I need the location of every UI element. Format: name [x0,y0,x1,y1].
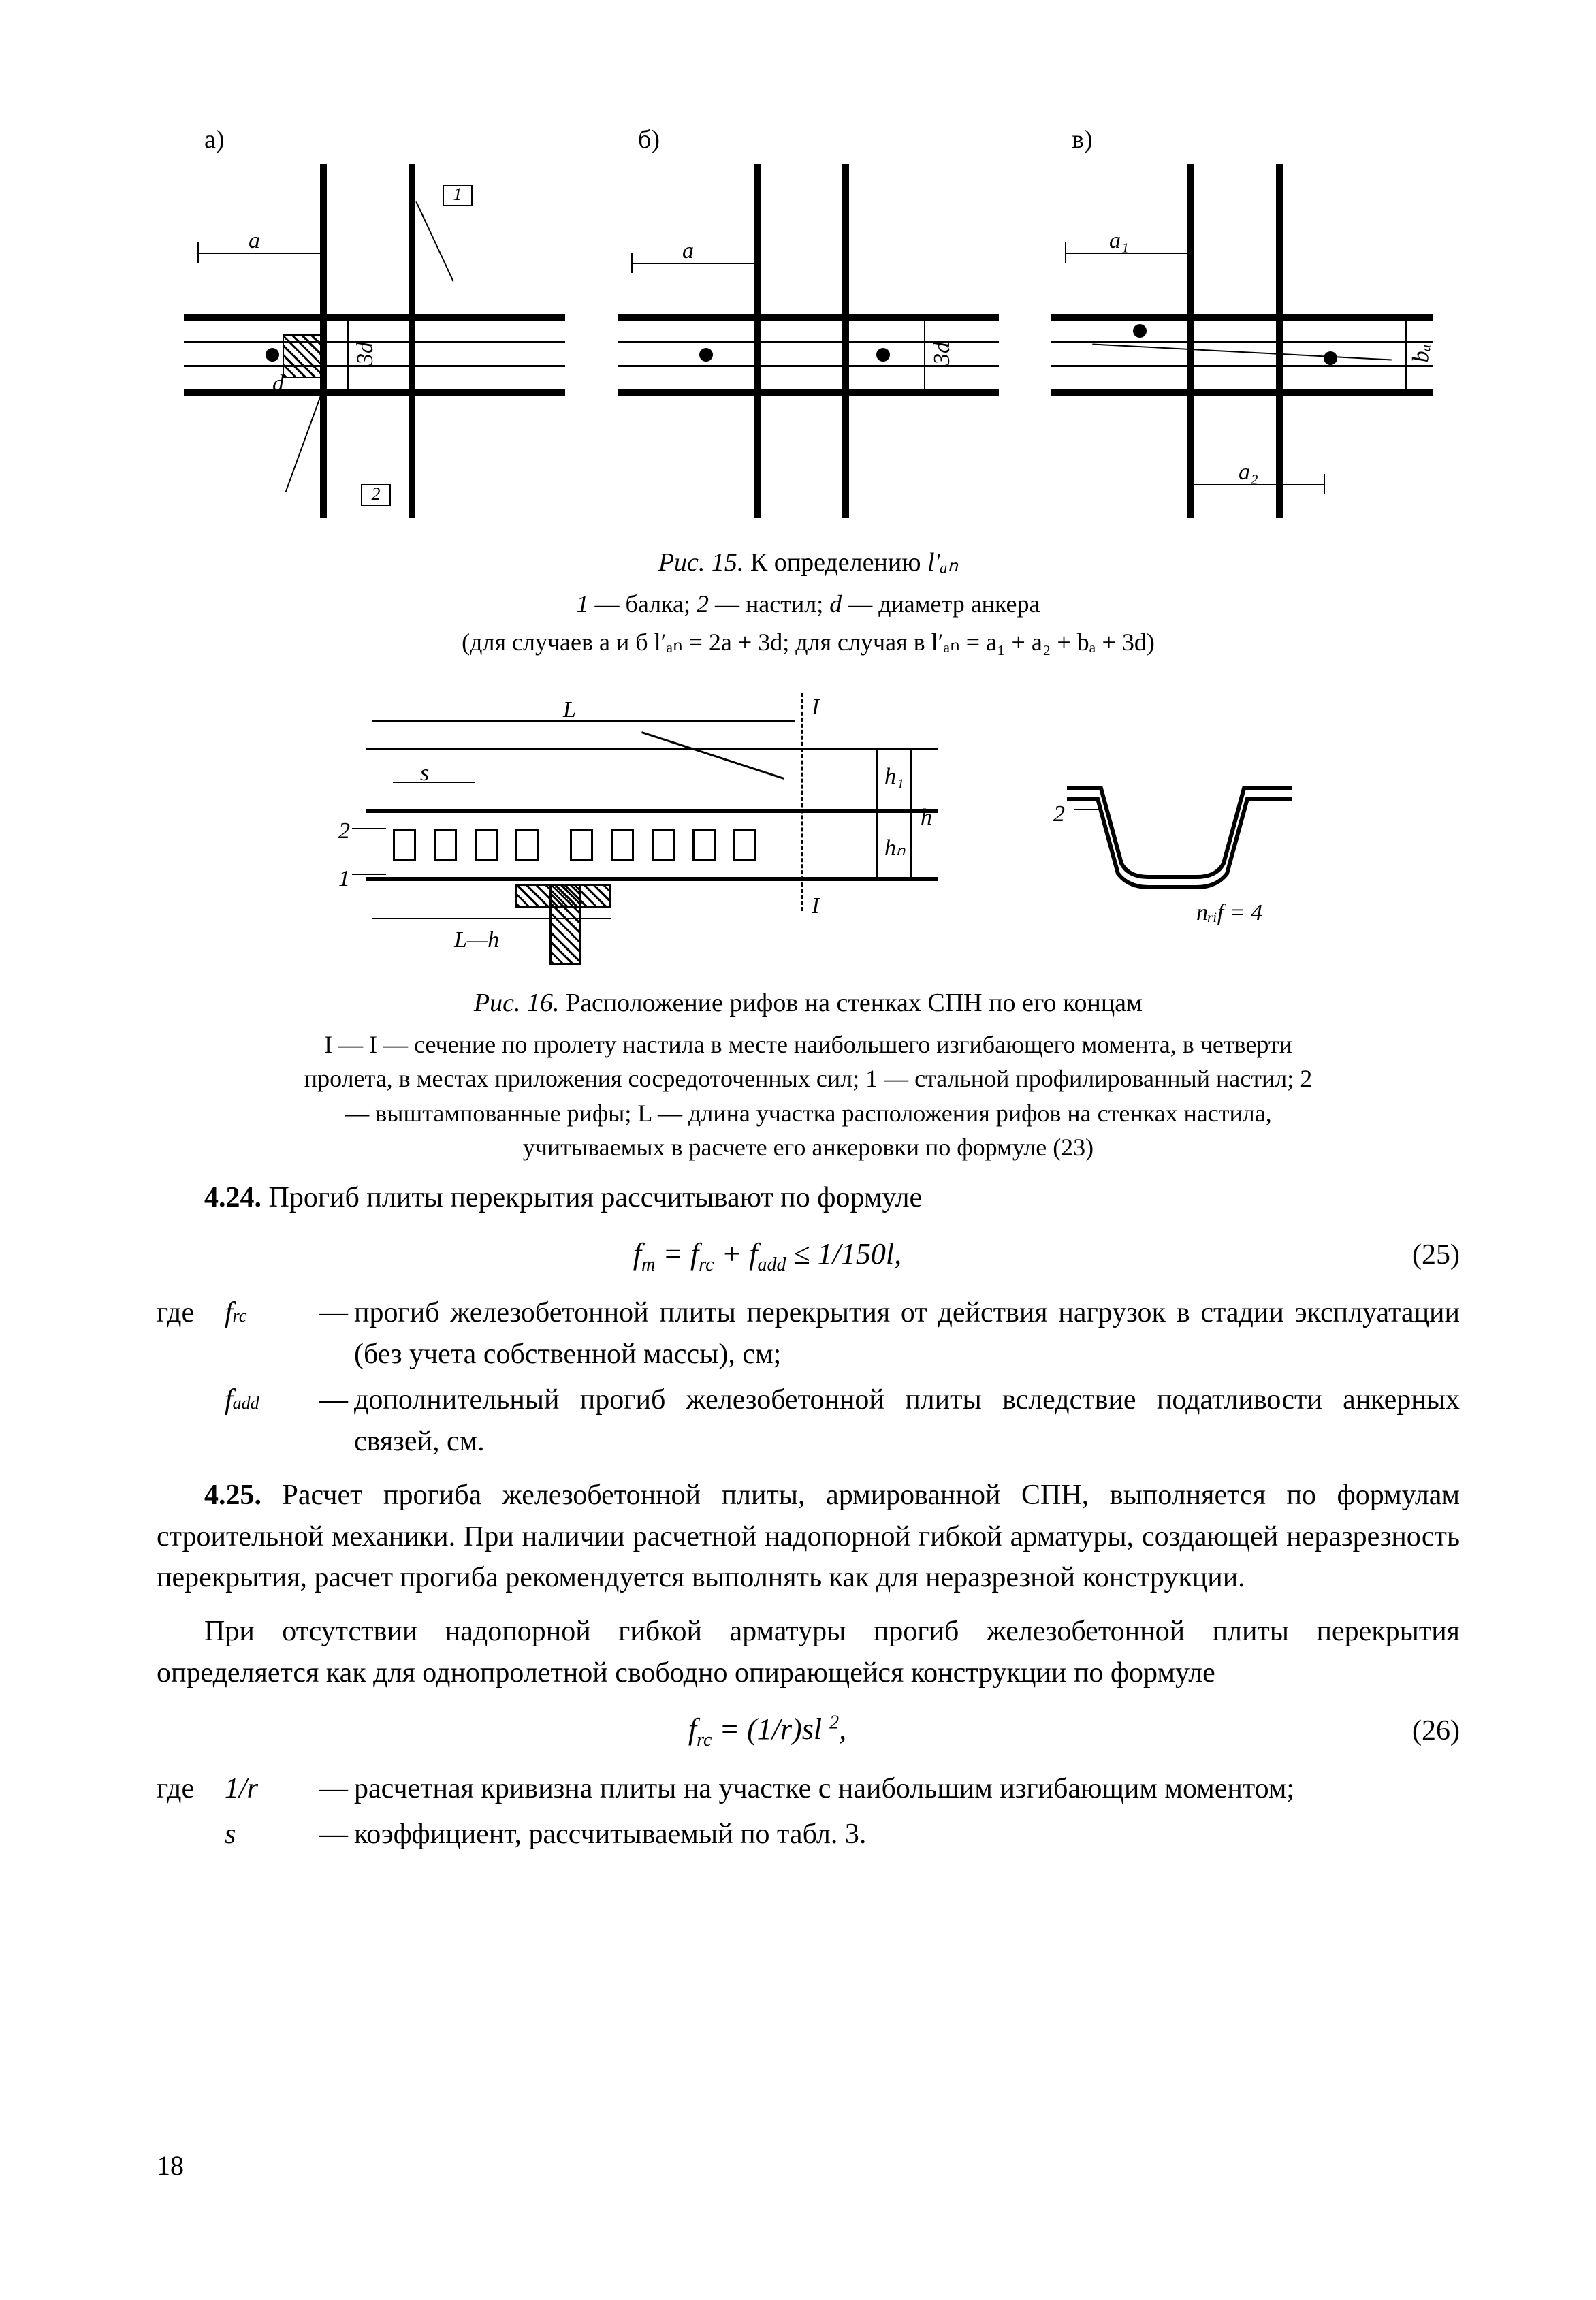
fig16-left: L I I s [311,707,978,965]
fig16-caption-body: I — I — сечение по пролету настила в мес… [298,1027,1319,1165]
fig16-caption-prefix: Рис. 16. [474,989,560,1017]
fig15-schematic-a: 1 2 a d 3d [184,164,565,518]
sym-1r: 1/r [225,1768,313,1810]
fig16-two-right: 2 [1053,799,1065,830]
fig16-caption-title: Рис. 16. Расположение рифов на стенках С… [229,986,1387,1021]
text-424: Прогиб плиты перекрытия рассчитывают по … [261,1182,922,1213]
para-424: 4.24. Прогиб плиты перекрытия рассчитыва… [157,1177,1460,1219]
sym-frc: frc [225,1292,313,1375]
defs-424: где frc — прогиб железобетонной плиты пе… [157,1292,1460,1463]
def-1r: расчетная кривизна плиты на участке с на… [354,1768,1460,1810]
where-424: где [157,1292,225,1375]
dim-d: d [272,368,284,400]
fig16-I-top: I [812,692,819,723]
where-425: где [157,1768,225,1810]
dash-4: — [313,1814,354,1855]
dim-ba: bₐ [1406,345,1437,363]
fig16-Lmh: L—h [454,925,499,956]
fig15-caption-sym: l′ₐₙ [927,548,958,577]
fig15-label-b: б) [618,123,999,157]
para-425a: 4.25. Расчет прогиба железобетонной плит… [157,1475,1460,1599]
dash-3: — [313,1768,354,1810]
head-425: 4.25. [204,1480,261,1511]
fig16-L: L [563,694,576,726]
formula-26: frc = (1/r)sl 2, [157,1709,1378,1753]
page: а) 1 2 a [0,0,1596,2300]
fig15-col-a: а) 1 2 a [184,123,565,518]
eqnum-26: (26) [1378,1712,1460,1751]
fig15-col-c: в) a₁ bₐ [1051,123,1433,518]
figure-15: а) 1 2 a [184,123,1433,518]
formula-25-row: fm = frc + fadd ≤ 1/150l, (25) [157,1234,1460,1278]
fig15-label-c: в) [1051,123,1433,157]
eqnum-25: (25) [1378,1236,1460,1275]
fig15-caption-line2: 1 — балка; 2 — настил; d — диаметр анкер… [157,588,1460,621]
fig16-tbeam [515,884,611,965]
fig16-s: s [420,758,429,789]
fig15-schematic-c: a₁ bₐ a₂ [1051,164,1433,518]
defs-425: где 1/r — расчетная кривизна плиты на уч… [157,1768,1460,1855]
dash-2: — [313,1379,354,1463]
figure-16: L I I s [157,707,1460,965]
fig16-hn: hₙ [884,833,906,864]
head-424: 4.24. [204,1182,261,1213]
dim-3d-a: 3d [350,342,381,365]
formula-26-row: frc = (1/r)sl 2, (26) [157,1709,1460,1753]
dim-a: a [249,225,260,257]
dash-1: — [313,1292,354,1375]
dim-a-b: a [682,236,694,267]
callout-2: 2 [361,484,391,506]
para-425b: При отсутствии надопорной гибкой арматур… [157,1611,1460,1694]
fig15-caption-prefix: Рис. 15. [658,548,744,577]
sym-s: s [225,1814,313,1855]
fig16-h1: h₁ [884,761,904,793]
fig15-schematic-b: a 3d [618,164,999,518]
fig16-one: 1 [338,863,350,895]
fig16-h: h [921,802,932,833]
dim-a2: a₂ [1239,457,1258,488]
rif-profile-svg [1060,761,1305,897]
page-number: 18 [157,2147,184,2184]
fig16-nrif: nᵣᵢf = 4 [1196,897,1262,929]
sym-fadd: fadd [225,1379,313,1463]
fig16-I-bot: I [812,891,819,922]
text-425a: Расчет прогиба железобетонной плиты, арм… [157,1480,1460,1594]
fig15-caption: Рис. 15. К определению l′ₐₙ [229,545,1387,580]
fig16-right: 2 nᵣᵢf = 4 [1060,761,1305,925]
dim-a1: a₁ [1109,225,1129,257]
formula-25: fm = frc + fadd ≤ 1/150l, [157,1234,1378,1278]
fig15-label-a: а) [184,123,565,157]
fig15-caption-line3: (для случаев а и б l′ₐₙ = 2a + 3d; для с… [157,626,1460,659]
callout-1: 1 [443,185,473,206]
dim-3d-b: 3d [927,342,958,365]
def-frc: прогиб железобетонной плиты перекрытия о… [354,1292,1460,1375]
def-s: коэффициент, рассчитываемый по табл. 3. [354,1814,1460,1855]
fig15-col-b: б) a 3d [618,123,999,518]
fig16-caption-rest: Расположение рифов на стенках СПН по его… [559,989,1143,1017]
fig16-two: 2 [338,816,350,847]
def-fadd: дополнительный прогиб железобетонной пли… [354,1379,1460,1463]
fig15-caption-rest: К определению [744,548,927,577]
